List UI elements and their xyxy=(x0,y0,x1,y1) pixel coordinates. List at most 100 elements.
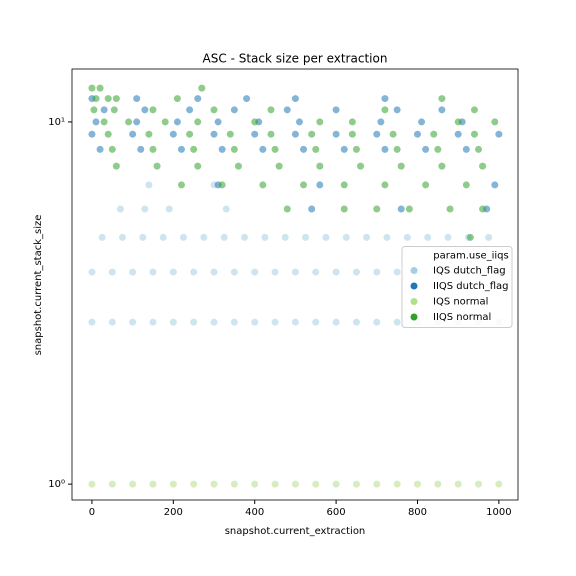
point xyxy=(220,233,228,241)
point xyxy=(475,145,483,153)
point xyxy=(210,268,218,276)
point xyxy=(466,233,474,241)
point xyxy=(165,205,173,213)
point xyxy=(381,95,389,103)
point xyxy=(377,118,385,126)
point xyxy=(393,480,401,488)
point xyxy=(210,318,218,326)
point xyxy=(422,145,430,153)
point xyxy=(357,162,365,170)
legend-label: IIQS normal xyxy=(433,312,491,323)
x-tick-label: 400 xyxy=(245,507,264,518)
point xyxy=(393,145,401,153)
point xyxy=(462,145,470,153)
point xyxy=(100,106,108,114)
point xyxy=(446,205,454,213)
point xyxy=(230,268,238,276)
point xyxy=(234,162,242,170)
legend-label: IQS dutch_flag xyxy=(433,266,506,277)
point xyxy=(397,162,405,170)
point xyxy=(129,480,137,488)
point xyxy=(454,480,462,488)
point xyxy=(92,95,100,103)
point xyxy=(381,106,389,114)
point xyxy=(261,233,269,241)
point xyxy=(129,318,137,326)
point xyxy=(241,233,249,241)
point xyxy=(485,233,493,241)
point xyxy=(340,181,348,189)
point xyxy=(413,480,421,488)
point xyxy=(98,233,106,241)
point xyxy=(373,480,381,488)
point xyxy=(283,205,291,213)
point xyxy=(291,95,299,103)
point xyxy=(383,233,391,241)
point xyxy=(169,318,177,326)
point xyxy=(190,268,198,276)
point xyxy=(291,480,299,488)
legend-marker xyxy=(410,298,418,305)
point xyxy=(173,95,181,103)
point xyxy=(267,106,275,114)
x-tick-label: 800 xyxy=(408,507,427,518)
point xyxy=(251,318,259,326)
point xyxy=(190,145,198,153)
point xyxy=(180,233,187,241)
point xyxy=(186,106,194,114)
x-tick-label: 1000 xyxy=(486,507,511,518)
point xyxy=(230,480,238,488)
point xyxy=(137,145,145,153)
point xyxy=(259,181,267,189)
point xyxy=(125,118,133,126)
point xyxy=(454,130,462,138)
point xyxy=(479,205,487,213)
point xyxy=(186,130,194,138)
point xyxy=(363,233,371,241)
point xyxy=(373,268,381,276)
point xyxy=(169,480,177,488)
point xyxy=(259,145,267,153)
point xyxy=(108,318,116,326)
point xyxy=(312,480,320,488)
point xyxy=(149,106,157,114)
point xyxy=(430,130,438,138)
point xyxy=(141,205,149,213)
point xyxy=(169,130,177,138)
point xyxy=(352,480,360,488)
point xyxy=(161,118,169,126)
point xyxy=(352,145,360,153)
point xyxy=(129,130,137,138)
point xyxy=(475,480,483,488)
point xyxy=(251,268,259,276)
legend-box xyxy=(401,246,513,328)
point xyxy=(251,480,259,488)
point xyxy=(226,130,234,138)
point xyxy=(88,84,96,92)
point xyxy=(332,480,340,488)
point xyxy=(159,233,167,241)
point xyxy=(438,95,446,103)
point xyxy=(495,130,503,138)
point xyxy=(118,233,126,241)
point xyxy=(491,181,499,189)
point xyxy=(116,205,124,213)
point xyxy=(312,268,320,276)
point xyxy=(291,130,299,138)
point xyxy=(332,318,340,326)
point xyxy=(177,145,185,153)
point xyxy=(149,145,157,153)
point xyxy=(373,130,381,138)
point xyxy=(100,118,108,126)
point xyxy=(129,268,137,276)
point xyxy=(434,145,442,153)
point xyxy=(177,181,185,189)
point xyxy=(308,130,316,138)
point xyxy=(153,162,161,170)
point xyxy=(332,106,340,114)
point xyxy=(230,106,238,114)
point xyxy=(275,162,283,170)
point xyxy=(434,480,442,488)
point xyxy=(316,181,324,189)
